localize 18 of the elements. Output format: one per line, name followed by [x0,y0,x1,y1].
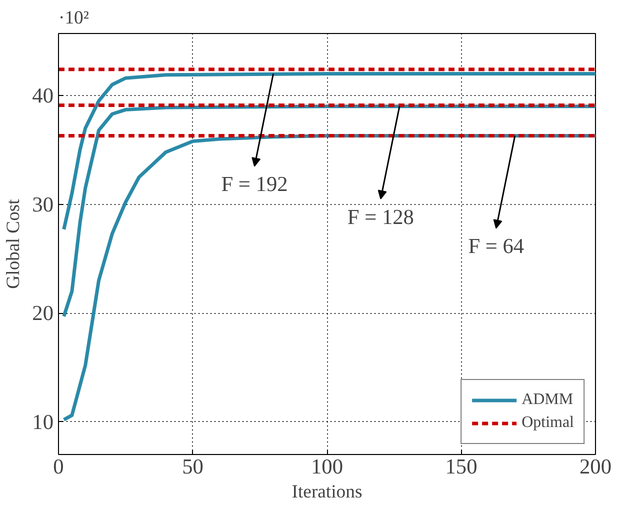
annotation: F = 64 [468,234,524,258]
x-tick-label: 200 [580,454,612,478]
y-tick-label: 10 [32,410,54,434]
x-tick-label: 0 [53,454,64,478]
y-tick-label: 20 [32,301,54,326]
text: ·10² [58,8,90,28]
annotation: F = 192 [221,172,288,196]
y-tick-label: 30 [32,192,54,216]
legend-label: Optimal [522,414,574,432]
x-tick-label: 100 [311,454,344,478]
y-tick-label: 40 [32,84,54,108]
legend-label: ADMM [522,391,574,409]
annotation: F = 128 [347,204,414,229]
x-tick-label: 50 [182,454,204,478]
x-tick-label: 150 [445,454,478,478]
x-axis-title: Iterations [292,482,362,502]
line-series [62,72,596,232]
y-axis-title: Global Cost [3,198,24,289]
